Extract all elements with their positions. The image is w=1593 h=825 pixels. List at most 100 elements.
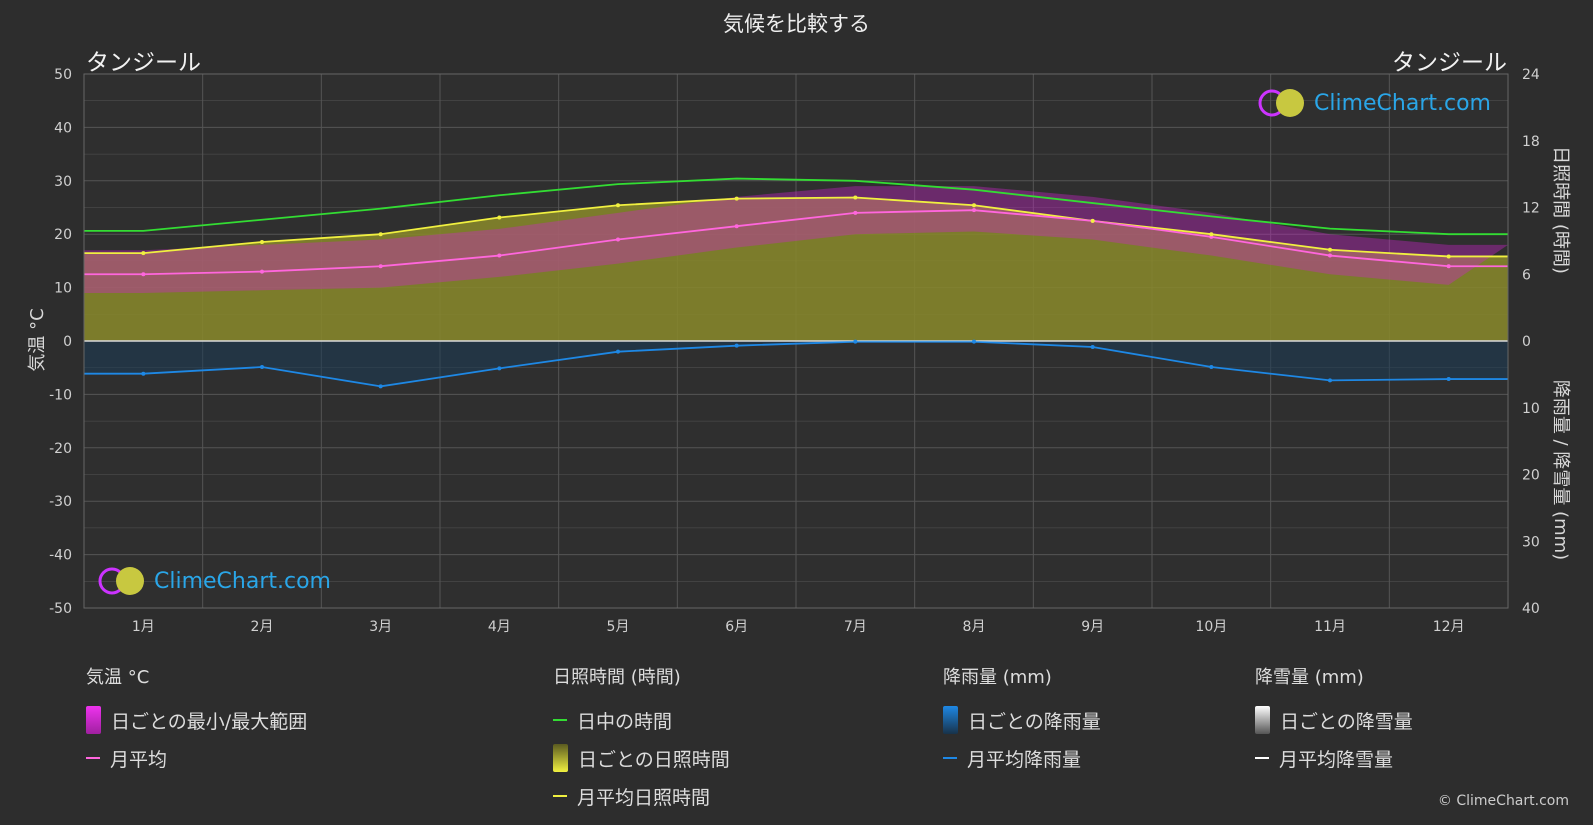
chart-title: 気候を比較する [723,12,870,36]
temp-avg-line [84,209,1508,276]
logo-bottom-text: ClimeChart.com [154,568,331,594]
temp-range-swatch [86,706,101,734]
logo-top-text: ClimeChart.com [1314,90,1491,116]
legend-rain-avg-label: 月平均降雨量 [967,748,1082,771]
legend-temperature: 気温 °C 日ごとの最小/最大範囲 月平均 [86,663,307,777]
rain-avg-line [84,340,1508,388]
logo-top: ClimeChart.com [1256,86,1491,120]
sunshine-avg-point [853,195,858,200]
y-left-tick: 50 [54,67,72,83]
y-left-tick: 40 [54,120,72,136]
y-left-tick: 10 [54,281,72,297]
legend-sunshine-avg: 月平均日照時間 [553,777,730,815]
legend-rain: 降雨量 (mm) 日ごとの降雨量 月平均降雨量 [943,663,1101,777]
temp-avg-point [853,210,858,215]
rain-avg-point [378,384,383,389]
legend-daily-snow-label: 日ごとの降雪量 [1280,710,1413,733]
x-tick-label: 9月 [1081,619,1104,635]
rain-avg-point [1328,378,1332,383]
rain-avg-point [616,349,620,354]
x-tick-label: 6月 [725,619,748,635]
temp-avg-point [1328,253,1332,258]
legend-sunshine: 日照時間 (時間) 日中の時間 日ごとの日照時間 月平均日照時間 [553,663,730,815]
daily-sunshine-area [84,197,1508,341]
sunshine-avg-point [141,251,146,256]
legend-snow-avg: 月平均降雪量 [1255,739,1413,777]
temp-avg-point [497,253,502,258]
legend-daily-sunshine-label: 日ごとの日照時間 [578,748,730,771]
rain-avg-point [497,366,502,371]
rain-avg-point [1209,365,1214,370]
daily-rain-area [84,341,1508,387]
daily-snow-swatch [1255,706,1270,734]
y-right-sunshine-tick: 0 [1522,334,1531,350]
y-right-precip-tick: 30 [1522,534,1540,550]
y-right-sunshine-tick: 6 [1522,267,1531,283]
sunshine-avg-point [260,239,264,244]
legend-daylight-label: 日中の時間 [577,710,673,733]
rain-avg-point [260,365,264,370]
sunshine-avg-point [378,232,383,237]
x-tick-label: 10月 [1195,619,1227,635]
legend-daily-rain: 日ごとの降雨量 [943,701,1101,739]
x-tick-label: 3月 [369,619,392,635]
legend-temp-avg-label: 月平均 [110,748,168,771]
sunshine-avg-point [497,215,502,220]
daylight-swatch [553,719,567,721]
rain-avg-point [1090,345,1095,350]
y-right-precip-tick: 40 [1522,601,1540,617]
sunshine-avg-swatch [553,795,567,797]
y-left-tick: -10 [49,387,72,403]
legend-temperature-title: 気温 °C [86,667,150,688]
temp-avg-point [1446,264,1451,269]
y-left-tick: 20 [54,227,72,243]
legend-sunshine-title: 日照時間 (時間) [553,667,681,688]
location-left: タンジール [86,50,201,76]
temp-avg-swatch [86,757,100,759]
temp-avg-point [260,269,264,274]
sunshine-avg-point [616,203,620,208]
y-right-sunshine-tick: 24 [1522,67,1540,83]
legend-sunshine-avg-label: 月平均日照時間 [577,786,711,809]
y-left-tick: -50 [49,601,72,617]
sunshine-avg-point [1090,218,1095,223]
temp-avg-point [616,237,620,242]
logo-bottom-icon [98,567,144,595]
x-tick-label: 2月 [251,619,274,635]
copyright: © ClimeChart.com [1437,793,1569,809]
x-tick-label: 11月 [1314,619,1346,635]
y-right-precip-tick: 10 [1522,401,1540,417]
legend-snow: 降雪量 (mm) 日ごとの降雪量 月平均降雪量 [1255,663,1413,777]
legend-rain-title: 降雨量 (mm) [943,667,1052,688]
logo-top-icon [1258,89,1304,117]
x-tick-label: 5月 [607,619,630,635]
sunshine-avg-point [734,196,739,201]
sunshine-avg-point [1328,247,1332,252]
sunshine-avg-point [1446,254,1451,259]
y-right-precip-tick: 20 [1522,468,1540,484]
temp-avg-point [378,264,383,269]
rain-avg-swatch [943,757,957,759]
rain-avg-point [141,371,146,376]
y-left-tick: -20 [49,441,72,457]
daily-sunshine-swatch [553,744,568,772]
legend-daylight: 日中の時間 [553,701,730,739]
temp-avg-point [972,208,976,213]
x-tick-label: 1月 [132,619,155,635]
legend-temp-range-label: 日ごとの最小/最大範囲 [111,710,308,733]
climate-chart: 50 40 30 20 10 0 -10 -20 -30 -40 -50 24 18 12 6 0 10 20 30… [49,67,1540,635]
temp-avg-point [141,272,146,277]
plot-border [83,73,1509,609]
y-right-sunshine-tick: 12 [1522,201,1540,217]
location-right: タンジール [1392,50,1507,76]
daylight-line [84,177,1508,236]
rain-avg-point [1446,377,1451,382]
x-tick-label: 4月 [488,619,511,635]
temp-avg-point [734,224,739,229]
x-tick-label: 7月 [844,619,867,635]
y-left-tick: -30 [49,494,72,510]
x-tick-label: 8月 [963,619,986,635]
daily-rain-swatch [943,706,958,734]
y-left-tick: -40 [49,548,72,564]
legend-temp-avg: 月平均 [86,739,307,777]
